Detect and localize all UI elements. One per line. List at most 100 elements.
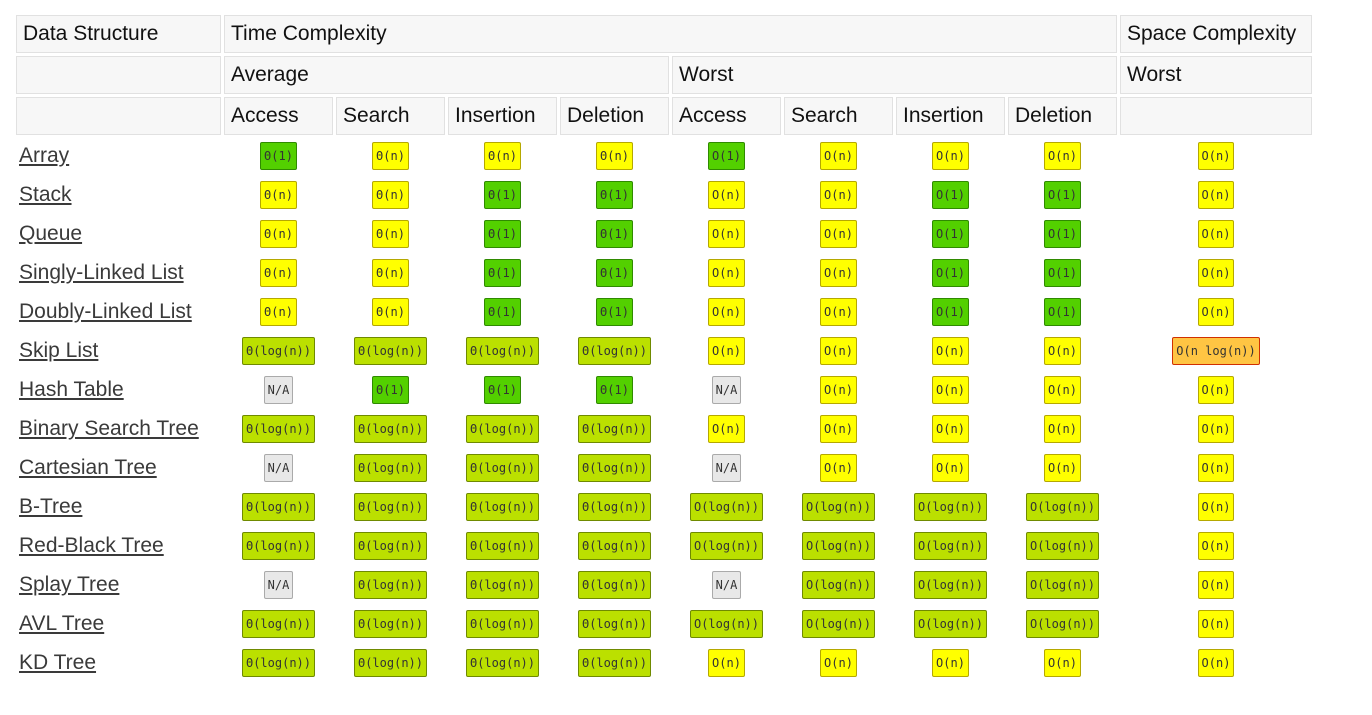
complexity-cell: O(log(n)) [1008, 489, 1117, 525]
complexity-badge: O(log(n)) [913, 532, 988, 560]
complexity-cell: O(n) [1120, 567, 1312, 603]
complexity-cell: Θ(n) [336, 255, 445, 291]
complexity-cell: O(log(n)) [896, 528, 1005, 564]
header-op-worst-search: Search [784, 97, 893, 135]
complexity-badge: Θ(log(n)) [465, 415, 540, 443]
header-blank [16, 97, 221, 135]
complexity-badge: Θ(n) [260, 298, 297, 326]
complexity-cell: Θ(log(n)) [224, 645, 333, 681]
complexity-badge: O(n) [1197, 376, 1235, 404]
complexity-cell: Θ(n) [560, 138, 669, 174]
complexity-badge: N/A [711, 376, 742, 404]
complexity-cell: O(n) [672, 333, 781, 369]
complexity-badge: Θ(1) [596, 220, 633, 248]
complexity-cell: Θ(log(n)) [560, 606, 669, 642]
complexity-cell: N/A [224, 372, 333, 408]
complexity-cell: O(log(n)) [1008, 528, 1117, 564]
data-structure-link[interactable]: AVL Tree [19, 612, 105, 635]
data-structure-link[interactable]: Doubly-Linked List [19, 300, 192, 323]
row-name-cell: Queue [16, 216, 221, 252]
complexity-table: Data Structure Time Complexity Space Com… [13, 12, 1315, 684]
data-structure-link[interactable]: Stack [19, 183, 72, 206]
complexity-cell: O(log(n)) [896, 606, 1005, 642]
complexity-cell: O(log(n)) [784, 528, 893, 564]
complexity-cell: Θ(log(n)) [336, 450, 445, 486]
row-name-cell: KD Tree [16, 645, 221, 681]
header-row-1: Data Structure Time Complexity Space Com… [16, 15, 1312, 53]
header-space-complexity: Space Complexity [1120, 15, 1312, 53]
complexity-cell: O(n) [1120, 411, 1312, 447]
complexity-badge: Θ(1) [596, 259, 633, 287]
complexity-badge: Θ(log(n)) [353, 532, 428, 560]
header-row-2: Average Worst Worst [16, 56, 1312, 94]
complexity-cell: Θ(n) [336, 294, 445, 330]
data-structure-link[interactable]: B-Tree [19, 495, 83, 518]
complexity-badge: O(log(n)) [801, 493, 876, 521]
complexity-badge: O(n) [708, 181, 745, 209]
data-structure-link[interactable]: Red-Black Tree [19, 534, 164, 557]
complexity-badge: O(1) [1044, 220, 1081, 248]
row-name-cell: Cartesian Tree [16, 450, 221, 486]
complexity-badge: Θ(n) [372, 298, 409, 326]
complexity-cell: O(n) [1120, 372, 1312, 408]
complexity-cell: Θ(log(n)) [224, 489, 333, 525]
data-structure-link[interactable]: Singly-Linked List [19, 261, 184, 284]
complexity-cell: O(log(n)) [784, 606, 893, 642]
complexity-badge: O(n) [932, 454, 969, 482]
complexity-badge: Θ(1) [484, 259, 521, 287]
data-structure-link[interactable]: Splay Tree [19, 573, 120, 596]
data-structure-link[interactable]: Skip List [19, 339, 99, 362]
data-structure-link[interactable]: Queue [19, 222, 83, 245]
table-row: Doubly-Linked List Θ(n) Θ(n) Θ(1) Θ(1) O(n) O(… [16, 294, 1312, 330]
data-structure-link[interactable]: KD Tree [19, 651, 97, 674]
complexity-badge: O(n) [1197, 415, 1235, 443]
complexity-badge: Θ(log(n)) [465, 649, 540, 677]
complexity-badge: Θ(n) [372, 259, 409, 287]
complexity-badge: O(n) [932, 142, 969, 170]
complexity-cell: Θ(log(n)) [448, 333, 557, 369]
complexity-badge: Θ(log(n)) [577, 649, 652, 677]
complexity-badge: O(1) [932, 181, 969, 209]
data-structure-link[interactable]: Array [19, 144, 70, 167]
complexity-cell: O(n) [1008, 372, 1117, 408]
complexity-badge: O(log(n)) [801, 610, 876, 638]
data-structure-link[interactable]: Cartesian Tree [19, 456, 157, 479]
complexity-cell: Θ(1) [560, 255, 669, 291]
complexity-cell: O(1) [1008, 294, 1117, 330]
data-structure-link[interactable]: Binary Search Tree [19, 417, 199, 440]
complexity-badge: Θ(log(n)) [465, 493, 540, 521]
complexity-cell: Θ(1) [448, 372, 557, 408]
complexity-badge: O(n) [1197, 454, 1235, 482]
table-row: Splay Tree N/A Θ(log(n)) Θ(log(n)) Θ(log(n))… [16, 567, 1312, 603]
complexity-cell: Θ(1) [448, 255, 557, 291]
header-op-worst-deletion: Deletion [1008, 97, 1117, 135]
complexity-badge: N/A [263, 571, 294, 599]
complexity-cell: Θ(log(n)) [560, 645, 669, 681]
complexity-cell: O(log(n)) [896, 489, 1005, 525]
complexity-badge: O(n) [1044, 376, 1081, 404]
complexity-badge: O(n) [1044, 142, 1081, 170]
complexity-cell: O(log(n)) [672, 489, 781, 525]
complexity-badge: Θ(log(n)) [577, 337, 652, 365]
complexity-cell: N/A [224, 450, 333, 486]
table-row: Queue Θ(n) Θ(n) Θ(1) Θ(1) O(n) O(n) O(1) O(1) O(n… [16, 216, 1312, 252]
table-row: Cartesian Tree N/A Θ(log(n)) Θ(log(n)) Θ(log… [16, 450, 1312, 486]
complexity-badge: O(n) [1044, 337, 1081, 365]
complexity-badge: Θ(log(n)) [353, 454, 428, 482]
complexity-badge: O(n) [820, 259, 857, 287]
complexity-cell: Θ(1) [560, 216, 669, 252]
complexity-badge: Θ(n) [484, 142, 521, 170]
row-name-cell: Stack [16, 177, 221, 213]
row-name-cell: Red-Black Tree [16, 528, 221, 564]
complexity-cell: O(n) [896, 450, 1005, 486]
complexity-cell: Θ(log(n)) [224, 411, 333, 447]
complexity-cell: O(1) [896, 216, 1005, 252]
table-row: Red-Black Tree Θ(log(n)) Θ(log(n)) Θ(log(n)… [16, 528, 1312, 564]
data-structure-link[interactable]: Hash Table [19, 378, 124, 401]
row-name-cell: Skip List [16, 333, 221, 369]
complexity-cell: Θ(log(n)) [336, 567, 445, 603]
complexity-cell: O(1) [896, 255, 1005, 291]
complexity-badge: O(1) [1044, 259, 1081, 287]
complexity-badge: O(1) [932, 220, 969, 248]
